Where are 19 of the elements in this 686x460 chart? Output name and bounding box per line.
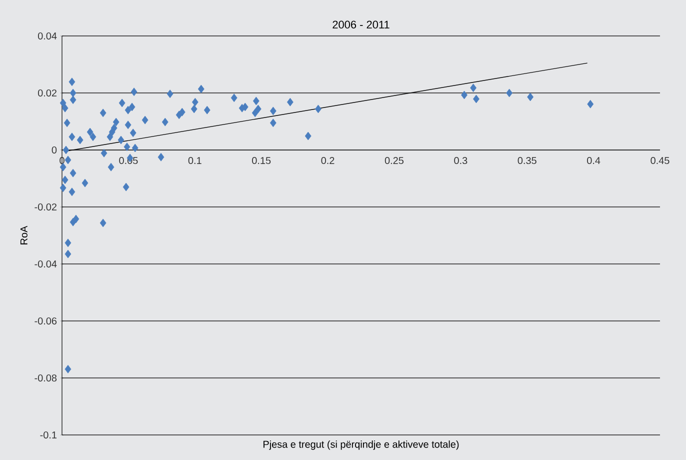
x-tick-label: 0.3: [454, 157, 468, 164]
x-tick-label: 0.15: [252, 157, 271, 164]
y-tick-label: -0.08: [34, 374, 57, 382]
y-axis-title: RoA: [20, 226, 28, 244]
y-tick-label: 0.04: [38, 32, 57, 40]
chart-title: 2006 - 2011: [332, 20, 390, 28]
x-tick-label: 0.35: [518, 157, 536, 164]
y-tick-label: 0.02: [38, 89, 56, 97]
y-tick-label: -0.04: [34, 260, 57, 268]
x-axis-title: Pjesa e tregut (si përqindje e aktiveve totale): [264, 440, 459, 450]
y-tick-label: -0.1: [40, 431, 57, 439]
x-tick-label: 0.1: [188, 157, 202, 164]
y-tick-label: 0: [52, 146, 57, 154]
x-tick-label: 0.25: [384, 157, 404, 164]
x-tick-label: 0.4: [587, 157, 600, 164]
x-tick-label: 0.2: [321, 157, 334, 164]
y-tick-label: -0.06: [34, 317, 57, 325]
y-tick-label: -0.02: [34, 203, 56, 211]
x-tick-label: 0.45: [650, 157, 670, 164]
